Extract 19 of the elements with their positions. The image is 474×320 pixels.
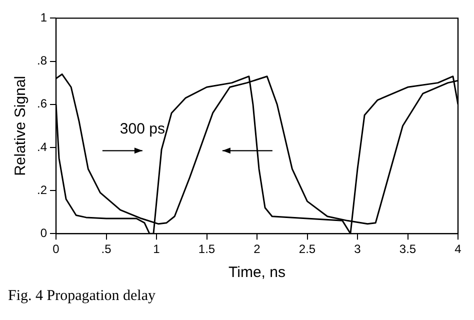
y-tick-label: .6: [36, 96, 48, 111]
x-tick-label: 1.5: [198, 242, 216, 256]
annotation: 300 ps: [120, 120, 165, 138]
x-tick-label: .5: [101, 242, 112, 256]
x-tick-label: 2: [254, 242, 261, 256]
x-axis-title: Time, ns: [228, 264, 286, 282]
x-tick-label: 3.5: [399, 242, 416, 256]
x-tick-label: 3: [354, 242, 362, 256]
x-tick-label: 4: [454, 242, 462, 256]
y-tick-label: 0: [40, 226, 48, 240]
y-tick-label: .4: [36, 140, 48, 154]
y-tick-label: 1: [40, 10, 48, 25]
x-tick-label: 2.5: [298, 242, 316, 256]
y-tick-label: .2: [36, 182, 48, 197]
y-tick-label: .8: [36, 54, 48, 68]
y-axis-title: Relative Signal: [12, 76, 30, 176]
x-tick-label: 0: [52, 242, 60, 256]
x-tick-label: 1: [153, 242, 160, 256]
caption: Fig. 4 Propagation delay: [8, 288, 156, 305]
